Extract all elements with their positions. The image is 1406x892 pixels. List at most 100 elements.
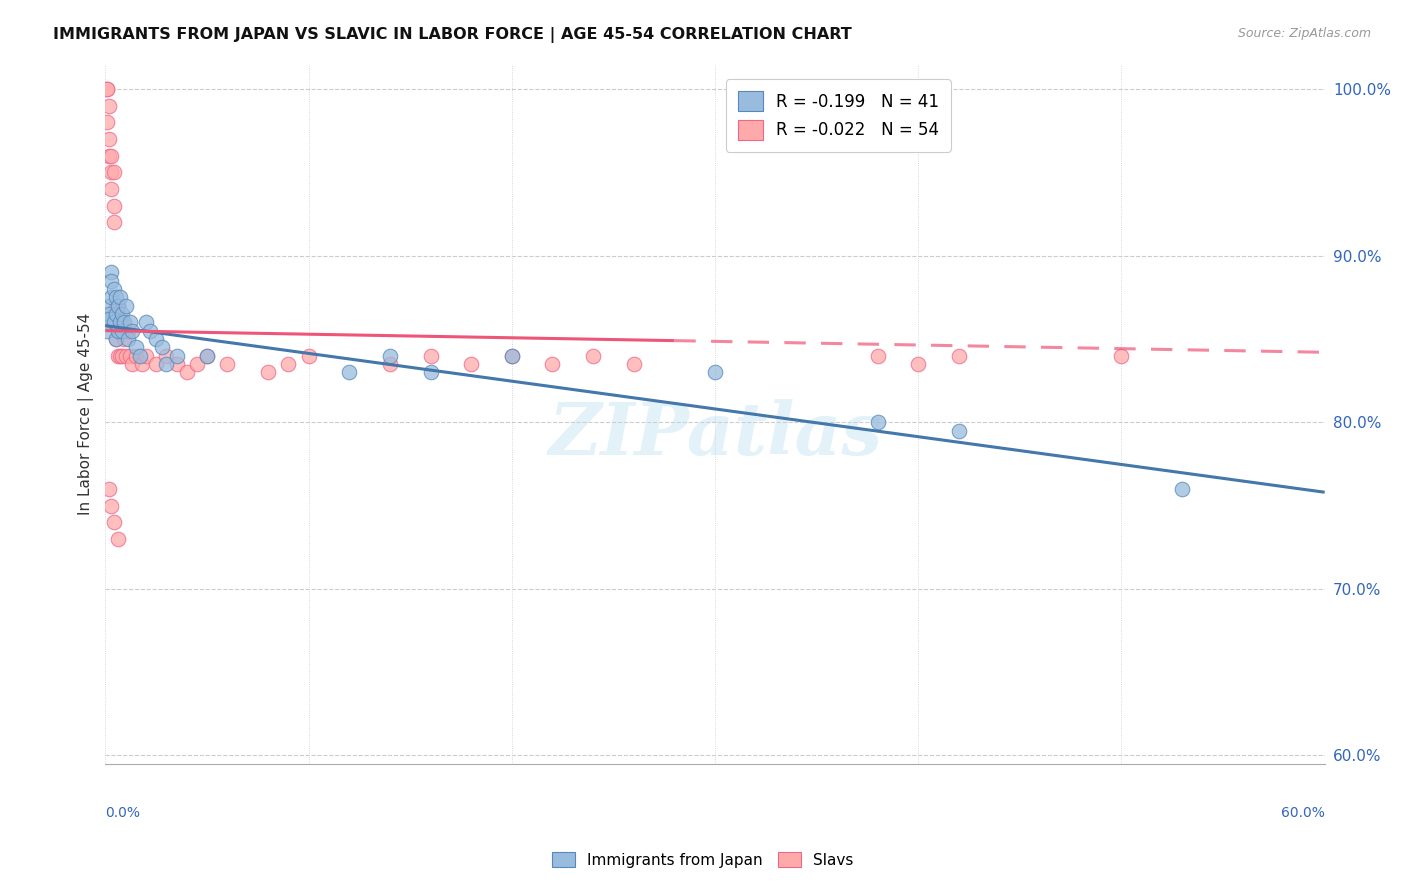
Point	[98, 149, 121, 163]
Point	[150, 340, 173, 354]
Point	[1171, 482, 1194, 496]
Point	[100, 499, 122, 513]
Point	[108, 349, 131, 363]
Point	[104, 332, 127, 346]
Point	[98, 482, 121, 496]
Legend: R = -0.199   N = 41, R = -0.022   N = 54: R = -0.199 N = 41, R = -0.022 N = 54	[725, 79, 950, 152]
Point	[107, 324, 129, 338]
Point	[100, 149, 122, 163]
Point	[195, 349, 218, 363]
Point	[125, 349, 148, 363]
Point	[96, 115, 118, 129]
Point	[155, 349, 177, 363]
Text: 60.0%: 60.0%	[1281, 805, 1324, 820]
Point	[108, 290, 131, 304]
Point	[103, 282, 125, 296]
Point	[907, 357, 929, 371]
Point	[217, 357, 239, 371]
Point	[103, 215, 125, 229]
Text: 0.0%: 0.0%	[105, 805, 141, 820]
Point	[419, 365, 441, 379]
Point	[111, 349, 134, 363]
Point	[155, 357, 177, 371]
Point	[104, 307, 127, 321]
Point	[121, 357, 143, 371]
Point	[125, 340, 148, 354]
Point	[623, 357, 645, 371]
Point	[96, 82, 118, 96]
Point	[117, 332, 139, 346]
Point	[107, 299, 129, 313]
Point	[104, 332, 127, 346]
Point	[117, 324, 139, 338]
Point	[378, 357, 401, 371]
Text: Source: ZipAtlas.com: Source: ZipAtlas.com	[1237, 27, 1371, 40]
Point	[337, 365, 360, 379]
Point	[135, 349, 157, 363]
Point	[98, 312, 121, 326]
Point	[166, 349, 188, 363]
Point	[100, 265, 122, 279]
Point	[107, 349, 129, 363]
Point	[98, 132, 121, 146]
Point	[103, 165, 125, 179]
Point	[108, 315, 131, 329]
Point	[98, 99, 121, 113]
Point	[948, 349, 970, 363]
Point	[866, 415, 889, 429]
Point	[114, 324, 136, 338]
Point	[107, 532, 129, 546]
Point	[111, 324, 134, 338]
Point	[582, 349, 605, 363]
Point	[100, 290, 122, 304]
Point	[104, 290, 127, 304]
Point	[186, 357, 208, 371]
Point	[297, 349, 319, 363]
Point	[111, 315, 134, 329]
Point	[948, 424, 970, 438]
Point	[118, 349, 141, 363]
Point	[96, 315, 118, 329]
Point	[501, 349, 523, 363]
Point	[145, 357, 167, 371]
Point	[129, 349, 152, 363]
Point	[103, 315, 125, 329]
Point	[100, 274, 122, 288]
Point	[114, 349, 136, 363]
Point	[104, 299, 127, 313]
Point	[277, 357, 299, 371]
Point	[195, 349, 218, 363]
Point	[108, 315, 131, 329]
Point	[103, 515, 125, 529]
Point	[98, 299, 121, 313]
Point	[112, 332, 135, 346]
Point	[541, 357, 564, 371]
Point	[96, 324, 118, 338]
Point	[111, 307, 134, 321]
Point	[131, 357, 153, 371]
Legend: Immigrants from Japan, Slavs: Immigrants from Japan, Slavs	[546, 846, 860, 873]
Point	[112, 315, 135, 329]
Point	[135, 315, 157, 329]
Point	[501, 349, 523, 363]
Point	[118, 315, 141, 329]
Point	[100, 182, 122, 196]
Text: IMMIGRANTS FROM JAPAN VS SLAVIC IN LABOR FORCE | AGE 45-54 CORRELATION CHART: IMMIGRANTS FROM JAPAN VS SLAVIC IN LABOR…	[53, 27, 852, 43]
Point	[704, 365, 727, 379]
Point	[166, 357, 188, 371]
Y-axis label: In Labor Force | Age 45-54: In Labor Force | Age 45-54	[79, 313, 94, 515]
Point	[460, 357, 482, 371]
Point	[1111, 349, 1133, 363]
Point	[100, 165, 122, 179]
Point	[866, 349, 889, 363]
Point	[176, 365, 198, 379]
Point	[145, 332, 167, 346]
Point	[107, 299, 129, 313]
Point	[378, 349, 401, 363]
Point	[114, 299, 136, 313]
Point	[419, 349, 441, 363]
Point	[121, 324, 143, 338]
Point	[139, 324, 162, 338]
Text: ZIPatlas: ZIPatlas	[548, 400, 882, 470]
Point	[96, 82, 118, 96]
